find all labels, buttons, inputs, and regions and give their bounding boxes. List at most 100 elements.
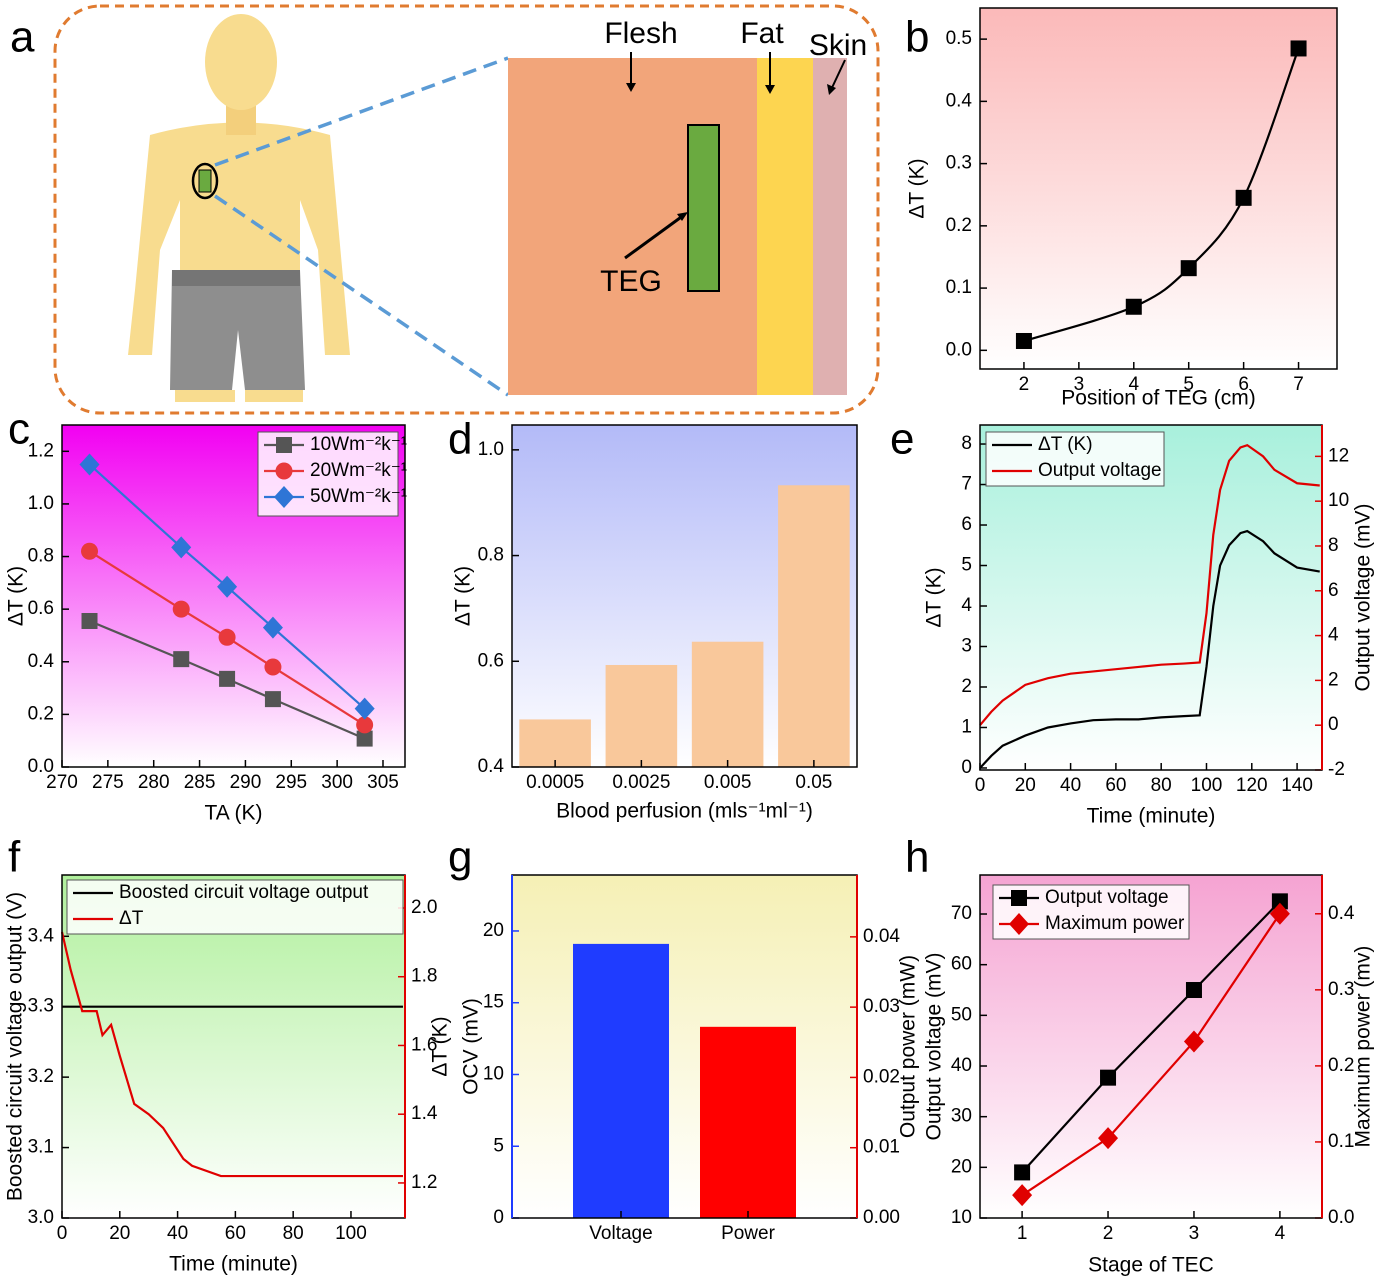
y-tick-label: 70 xyxy=(951,903,972,924)
y-axis-label: Boosted circuit voltage output (V) xyxy=(4,892,27,1201)
x-tick-label: 0 xyxy=(57,1223,68,1244)
y2-tick-label: 8 xyxy=(1328,535,1339,556)
y2-tick-label: 12 xyxy=(1328,445,1349,466)
x-tick-label: 6 xyxy=(1238,374,1249,395)
y2-tick-label: 0.02 xyxy=(863,1066,900,1087)
arrow xyxy=(624,213,685,260)
panel-label: a xyxy=(10,13,35,62)
teg-circle xyxy=(191,162,219,200)
y-tick-label: 50 xyxy=(951,1004,972,1025)
legend-box xyxy=(985,431,1165,487)
x-tick-label: 3 xyxy=(1074,374,1085,395)
y-axis-label: ΔT (K) xyxy=(923,567,946,627)
panel-label: e xyxy=(890,415,914,464)
y2-tick-label: 1.8 xyxy=(411,966,437,987)
y-tick-label: 20 xyxy=(483,920,504,941)
marker xyxy=(264,691,281,708)
legend-label: ΔT (K) xyxy=(1038,434,1093,455)
y-tick-label: 0.2 xyxy=(28,703,54,724)
y2-tick-label: 6 xyxy=(1328,580,1339,601)
y-tick-label: 0.1 xyxy=(946,277,972,298)
chart: 0 5 10 15 20 0.00 0.01 0.02 0.03 0.04 Voltage Power… xyxy=(448,833,920,1244)
x-tick-label: 0 xyxy=(975,775,986,796)
diagram-label: Skin xyxy=(809,29,867,62)
x-tick-label: 4 xyxy=(1275,1223,1286,1244)
y-tick-label: 3.0 xyxy=(28,1207,54,1228)
panel-label: c xyxy=(8,405,30,454)
y-tick-label: 4 xyxy=(961,595,972,616)
x-tick-label: 290 xyxy=(230,772,262,793)
y2-tick-label: 1.6 xyxy=(411,1034,437,1055)
y-tick-label: 0.4 xyxy=(478,756,505,777)
x-tick-label: 1 xyxy=(1017,1223,1028,1244)
y-tick-label: 1.2 xyxy=(28,440,54,461)
y-tick-label: 6 xyxy=(961,514,972,535)
y-tick-label: 0.2 xyxy=(946,215,972,236)
marker xyxy=(1269,902,1290,925)
x-axis-label: Blood perfusion (mls⁻¹ml⁻¹) xyxy=(556,800,813,823)
marker xyxy=(217,575,238,598)
bar xyxy=(573,943,669,1218)
x-axis-label: Time (minute) xyxy=(1087,805,1216,828)
x-tick-label: 0.0025 xyxy=(612,772,670,793)
x-tick-label: 285 xyxy=(184,772,216,793)
legend-box xyxy=(66,879,404,935)
x-tick-label: 305 xyxy=(367,772,399,793)
y-tick-label: 1.0 xyxy=(28,493,54,514)
x-tick-label: 80 xyxy=(1151,775,1172,796)
marker xyxy=(1180,260,1197,277)
y-tick-label: 3.1 xyxy=(28,1137,54,1158)
leg xyxy=(245,390,303,402)
y2-axis-label: Maximum power (mv) xyxy=(1352,946,1375,1148)
x-tick-label: 7 xyxy=(1293,374,1304,395)
y2-tick-label: 10 xyxy=(1328,490,1349,511)
y-tick-label: 0.0 xyxy=(946,339,972,360)
y2-tick-label: 1.4 xyxy=(411,1103,438,1124)
marker xyxy=(1100,1069,1117,1086)
x-tick-label: 40 xyxy=(167,1223,188,1244)
y-tick-label: 3.2 xyxy=(28,1066,54,1087)
y2-axis-label: Output voltage (mV) xyxy=(1352,504,1375,692)
chart: 10 20 30 40 50 60 70 0.0 0.1 0.2 0.3 0.4 1 2 3 4 Output … xyxy=(905,833,1375,1277)
marker xyxy=(1125,298,1142,315)
x-tick-label: 20 xyxy=(109,1223,130,1244)
y-axis-label: ΔT (K) xyxy=(906,158,929,218)
y-tick-label: 0 xyxy=(961,757,972,778)
chart: 0.0 0.1 0.2 0.3 0.4 0.5 2 3 4 5 6 7 b Position of TEG… xyxy=(905,7,1338,410)
y-axis-label: Output voltage (mV) xyxy=(923,953,946,1141)
y2-tick-label: 1.2 xyxy=(411,1172,437,1193)
y-tick-label: 3 xyxy=(961,636,972,657)
panel-label: h xyxy=(905,833,929,882)
x-tick-label: Power xyxy=(721,1223,776,1244)
legend-label: Maximum power xyxy=(1045,913,1185,934)
series-line xyxy=(1021,900,1281,1174)
dashed-frame xyxy=(53,4,880,415)
y2-axis-label: ΔT (K) xyxy=(429,1016,452,1076)
y2-tick-label: 0.03 xyxy=(863,996,900,1017)
marker xyxy=(1009,913,1029,935)
y-tick-label: 7 xyxy=(961,474,972,495)
y-tick-label: 5 xyxy=(961,555,972,576)
series-line xyxy=(979,529,1320,769)
waistband xyxy=(172,270,300,286)
series-line xyxy=(979,443,1320,726)
bar xyxy=(700,1026,796,1218)
y-tick-label: 0.0 xyxy=(28,756,54,777)
y-tick-label: 8 xyxy=(961,433,972,454)
teg xyxy=(687,124,720,292)
y-tick-label: 60 xyxy=(951,954,972,975)
panel-label: f xyxy=(8,833,21,882)
chart: 3.0 3.1 3.2 3.3 3.4 1.2 1.4 1.6 1.8 2.0 0 20 40 60 80 1… xyxy=(4,833,452,1276)
y2-tick-label: 0.0 xyxy=(1328,1207,1354,1228)
y-tick-label: 0.8 xyxy=(478,545,504,566)
x-tick-label: 2 xyxy=(1103,1223,1114,1244)
y-tick-label: 1.0 xyxy=(478,439,504,460)
x-tick-label: 300 xyxy=(321,772,353,793)
marker xyxy=(1011,890,1027,906)
chart: 0.0 0.2 0.4 0.6 0.8 1.0 1.2 270 275 280 285 290 295 3… xyxy=(5,405,408,825)
chart: 0.4 0.6 0.8 1.0 0.0005 0.0025 0.005 0.05 d Blood … xyxy=(448,415,858,823)
marker xyxy=(1012,1184,1033,1207)
y2-axis-label: Output power (mW) xyxy=(897,955,920,1138)
